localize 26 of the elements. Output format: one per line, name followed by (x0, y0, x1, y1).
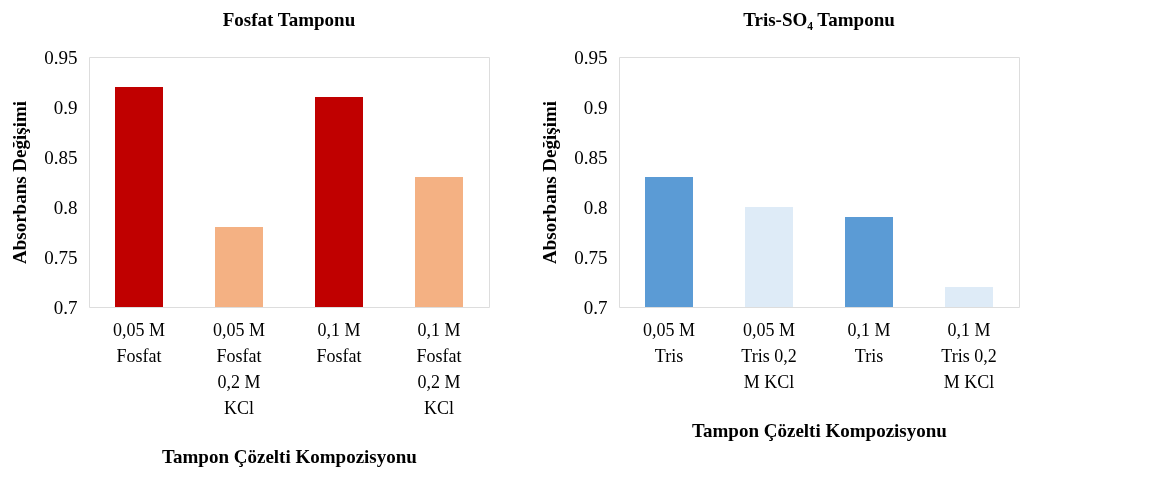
y-tick-label: 0.8 (583, 196, 608, 218)
x-tick-label: 0,1 M Tris 0,2 M KCl (941, 319, 997, 392)
x-axis-title: Tampon Çözelti Kompozisyonu (162, 445, 418, 467)
y-tick-label: 0.75 (574, 246, 608, 268)
y-tick-label: 0.7 (583, 296, 608, 318)
y-tick-label: 0.75 (44, 246, 78, 268)
x-tick-label: 0,05 M Tris (642, 319, 696, 366)
y-tick-label: 0.85 (44, 146, 78, 168)
y-tick-label: 0.9 (583, 96, 608, 118)
x-axis-title: Tampon Çözelti Kompozisyonu (692, 419, 948, 441)
y-tick-label: 0.95 (44, 46, 78, 68)
y-tick-label: 0.8 (53, 196, 78, 218)
x-tick-label: 0,05 M Fosfat (112, 319, 166, 366)
y-tick-label: 0.7 (53, 296, 78, 318)
y-axis-title: Absorbans Değişimi (9, 100, 31, 265)
x-tick-label: 0,05 M Fosfat 0,2 M KCl (212, 319, 266, 418)
x-tick-label: 0,1 M Fosfat 0,2 M KCl (416, 319, 462, 418)
y-axis-title: Absorbans Değişimi (539, 100, 561, 265)
x-tick-label: 0,05 M Tris 0,2 M KCl (741, 319, 797, 392)
y-tick-label: 0.9 (53, 96, 78, 118)
y-tick-label: 0.95 (574, 46, 608, 68)
chart-title: Fosfat Tamponu (222, 9, 356, 30)
x-tick-label: 0,1 M Tris (847, 319, 891, 366)
y-tick-label: 0.85 (574, 146, 608, 168)
chart-title: Tris-SO₄ Tamponu (743, 9, 896, 30)
x-tick-label: 0,1 M Fosfat (316, 319, 362, 366)
